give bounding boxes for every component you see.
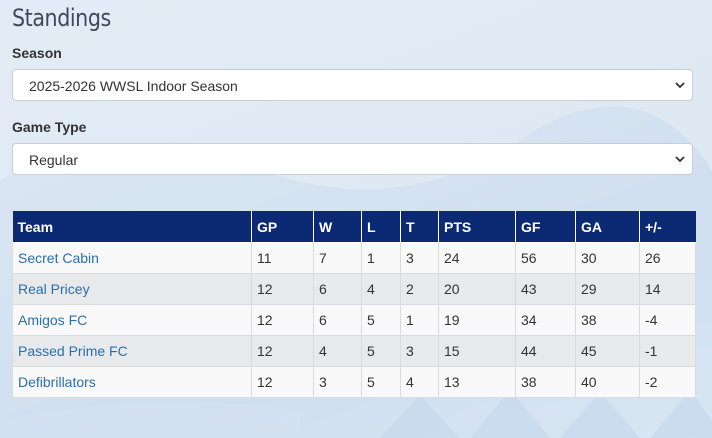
l-cell: 4	[361, 273, 401, 305]
chevron-down-icon	[675, 156, 685, 163]
team-cell: Secret Cabin	[12, 242, 252, 274]
team-cell: Passed Prime FC	[12, 335, 252, 367]
pts-cell: 20	[438, 273, 516, 305]
season-select-value: 2025-2026 WWSL Indoor Season	[29, 78, 238, 94]
ga-cell: 29	[575, 273, 640, 305]
team-cell: Real Pricey	[12, 273, 252, 305]
gp-cell: 12	[251, 335, 314, 367]
l-cell: 5	[361, 366, 401, 398]
plus-minus-cell: 14	[639, 273, 696, 305]
chevron-down-icon	[675, 82, 685, 89]
column-header-gf[interactable]: GF	[515, 211, 576, 243]
team-cell: Defibrillators	[12, 366, 252, 398]
column-header-w[interactable]: W	[313, 211, 362, 243]
plus-minus-cell: -2	[639, 366, 696, 398]
t-cell: 2	[400, 273, 439, 305]
gp-cell: 11	[251, 242, 314, 274]
w-cell: 3	[313, 366, 362, 398]
plus-minus-cell: -1	[639, 335, 696, 367]
table-row: Amigos FC 12 6 5 1 19 34 38 -4	[12, 304, 696, 336]
w-cell: 7	[313, 242, 362, 274]
column-header-gp[interactable]: GP	[251, 211, 314, 243]
pts-cell: 13	[438, 366, 516, 398]
table-row: Defibrillators 12 3 5 4 13 38 40 -2	[12, 366, 696, 398]
table-header-row: Team GP W L T PTS GF GA +/-	[12, 211, 696, 243]
w-cell: 6	[313, 304, 362, 336]
column-header-team[interactable]: Team	[12, 211, 252, 243]
game-type-select[interactable]: Regular	[12, 143, 693, 175]
column-header-t[interactable]: T	[400, 211, 439, 243]
column-header-pts[interactable]: PTS	[438, 211, 516, 243]
table-row: Passed Prime FC 12 4 5 3 15 44 45 -1	[12, 335, 696, 367]
page-title: Standings	[12, 4, 111, 32]
l-cell: 5	[361, 304, 401, 336]
w-cell: 6	[313, 273, 362, 305]
gf-cell: 44	[515, 335, 576, 367]
w-cell: 4	[313, 335, 362, 367]
ga-cell: 30	[575, 242, 640, 274]
ga-cell: 45	[575, 335, 640, 367]
game-type-select-value: Regular	[29, 152, 79, 168]
team-cell: Amigos FC	[12, 304, 252, 336]
t-cell: 1	[400, 304, 439, 336]
table-row: Real Pricey 12 6 4 2 20 43 29 14	[12, 273, 696, 305]
pts-cell: 19	[438, 304, 516, 336]
team-link[interactable]: Real Pricey	[18, 281, 90, 297]
l-cell: 1	[361, 242, 401, 274]
gp-cell: 12	[251, 304, 314, 336]
l-cell: 5	[361, 335, 401, 367]
ga-cell: 38	[575, 304, 640, 336]
pts-cell: 15	[438, 335, 516, 367]
plus-minus-cell: -4	[639, 304, 696, 336]
gf-cell: 56	[515, 242, 576, 274]
team-link[interactable]: Defibrillators	[18, 374, 96, 390]
t-cell: 3	[400, 242, 439, 274]
plus-minus-cell: 26	[639, 242, 696, 274]
column-header-ga[interactable]: GA	[575, 211, 640, 243]
team-link[interactable]: Amigos FC	[18, 312, 88, 328]
pts-cell: 24	[438, 242, 516, 274]
game-type-label: Game Type	[12, 119, 87, 135]
gf-cell: 43	[515, 273, 576, 305]
t-cell: 3	[400, 335, 439, 367]
season-label: Season	[12, 45, 62, 61]
team-link[interactable]: Secret Cabin	[18, 250, 99, 266]
gf-cell: 38	[515, 366, 576, 398]
gf-cell: 34	[515, 304, 576, 336]
gp-cell: 12	[251, 366, 314, 398]
standings-table: Team GP W L T PTS GF GA +/- Secret Cabin…	[12, 211, 696, 398]
season-select[interactable]: 2025-2026 WWSL Indoor Season	[12, 69, 693, 101]
ga-cell: 40	[575, 366, 640, 398]
gp-cell: 12	[251, 273, 314, 305]
team-link[interactable]: Passed Prime FC	[18, 343, 128, 359]
table-row: Secret Cabin 11 7 1 3 24 56 30 26	[12, 242, 696, 274]
column-header-l[interactable]: L	[361, 211, 401, 243]
t-cell: 4	[400, 366, 439, 398]
column-header-plus-minus[interactable]: +/-	[639, 211, 696, 243]
